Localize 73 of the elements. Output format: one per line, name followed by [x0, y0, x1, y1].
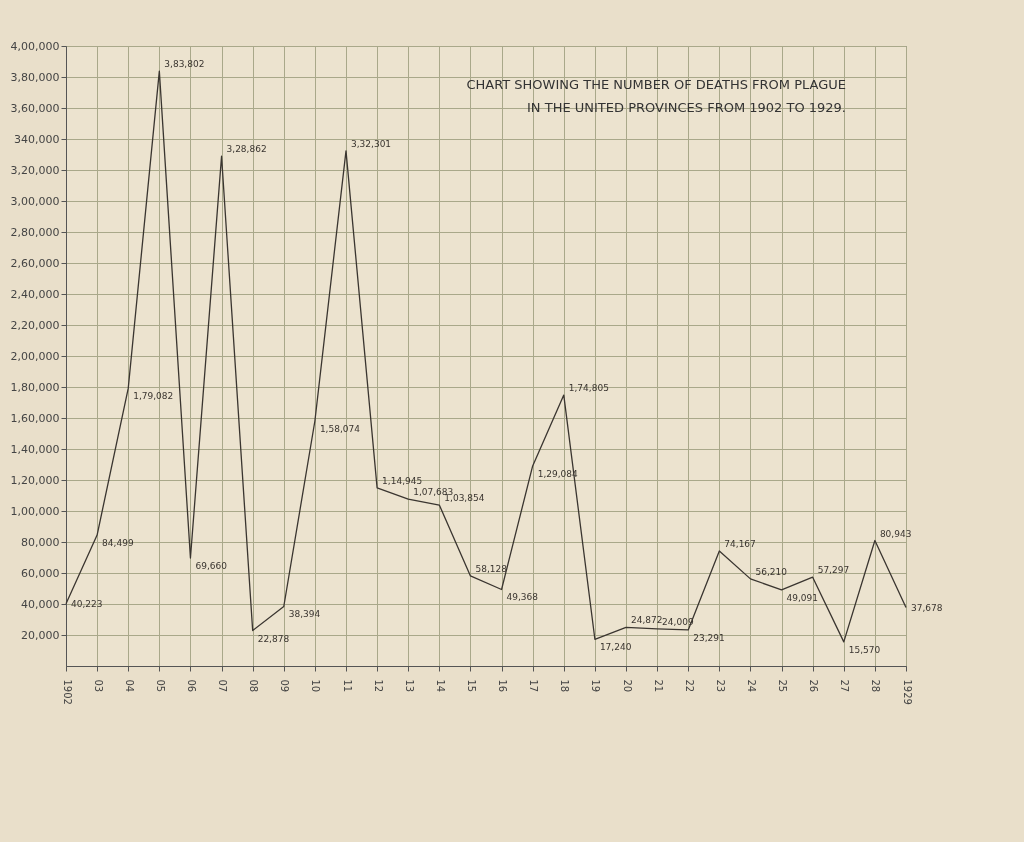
x-tick-label: 11	[341, 679, 353, 693]
x-tick-label: 12	[372, 679, 384, 693]
y-tick-label: 1,20,000	[10, 473, 60, 487]
data-label: 56,210	[755, 566, 788, 577]
y-tick-label: 1,80,000	[10, 380, 60, 394]
y-tick-label: 3,20,000	[10, 163, 60, 177]
x-tick-label: 10	[310, 679, 322, 693]
x-tick-label: 16	[497, 679, 509, 693]
y-tick-label: 4,00,000	[10, 39, 60, 53]
y-tick-label: 2,20,000	[10, 318, 60, 332]
y-tick-label: 2,00,000	[10, 349, 60, 363]
data-label: 57,297	[817, 565, 850, 576]
data-label: 37,678	[911, 602, 943, 613]
data-label: 49,368	[506, 592, 539, 603]
y-tick-label: 60,000	[21, 566, 60, 580]
x-tick-label: 24	[745, 679, 757, 693]
x-tick-label: 1929	[901, 679, 913, 705]
data-label: 15,570	[848, 644, 881, 655]
x-tick-label: 14	[434, 679, 446, 693]
data-label: 38,394	[288, 609, 321, 620]
data-label: 1,79,082	[133, 391, 174, 402]
data-label: 40,223	[71, 598, 103, 609]
y-tick-label: 20,000	[21, 628, 60, 642]
y-tick-label: 2,80,000	[10, 225, 60, 239]
x-tick-label: 22	[683, 679, 695, 693]
x-tick-label: 13	[403, 679, 415, 693]
y-tick-label: 3,80,000	[10, 70, 60, 84]
x-tick-label: 1902	[61, 679, 73, 705]
x-tick-label: 20	[621, 679, 633, 693]
data-label: 69,660	[195, 561, 228, 572]
data-label: 1,74,805	[568, 383, 609, 394]
x-tick-label: 15	[465, 679, 477, 693]
x-tick-label: 04	[123, 679, 135, 693]
data-label: 17,240	[599, 642, 632, 653]
x-tick-label: 07	[217, 679, 229, 693]
y-tick-label: 80,000	[21, 535, 60, 549]
y-tick-label: 40,000	[21, 597, 60, 611]
y-tick-label: 1,60,000	[10, 411, 60, 425]
data-label: 49,091	[786, 592, 819, 603]
data-label: 80,943	[879, 528, 912, 539]
x-tick-label: 23	[714, 679, 726, 693]
x-tick-label: 21	[652, 679, 664, 693]
x-tick-label: 27	[839, 679, 851, 693]
y-tick-label: 2,40,000	[10, 287, 60, 301]
data-label: 3,83,802	[164, 59, 205, 70]
x-tick-label: 19	[590, 679, 602, 693]
data-label: 74,167	[724, 539, 756, 550]
data-label: 3,28,862	[226, 144, 267, 155]
y-tick-label: 340,000	[14, 132, 60, 146]
text: IN THE UNITED PROVINCES FROM 1902 TO 1929.	[527, 100, 846, 115]
data-label: 24,872	[631, 615, 663, 626]
text: CHART SHOWING THE NUMBER OF DEATHS FROM PLAGUE	[466, 77, 846, 92]
x-tick-label: 25	[777, 679, 789, 693]
data-label: 84,499	[102, 538, 134, 549]
x-tick-label: 26	[808, 679, 820, 693]
y-tick-label: 3,00,000	[10, 194, 60, 208]
x-tick-label: 06	[185, 679, 197, 693]
data-label: 22,878	[257, 633, 290, 644]
x-tick-label: 08	[248, 679, 260, 693]
x-tick-label: 05	[154, 679, 166, 693]
y-tick-label: 1,00,000	[10, 504, 60, 518]
y-tick-label: 3,60,000	[10, 101, 60, 115]
x-tick-label: 09	[279, 679, 291, 693]
y-tick-label: 1,40,000	[10, 442, 60, 456]
data-label: 23,291	[693, 632, 725, 643]
y-tick-label: 2,60,000	[10, 256, 60, 270]
data-label: 1,58,074	[319, 423, 361, 434]
x-tick-label: 18	[559, 679, 571, 693]
x-tick-label: 03	[92, 679, 104, 693]
data-label: 1,14,945	[382, 475, 423, 486]
x-tick-label: 28	[870, 679, 882, 693]
x-tick-label: 17	[528, 679, 540, 693]
data-label: 3,32,301	[351, 138, 392, 149]
